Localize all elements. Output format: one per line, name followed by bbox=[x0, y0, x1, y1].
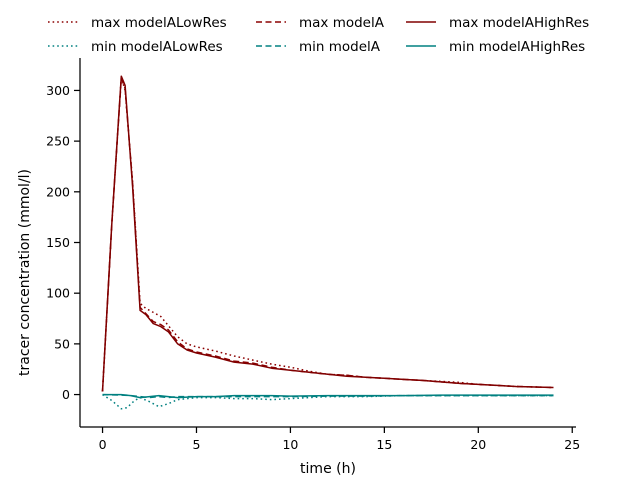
plot-area bbox=[101, 75, 554, 410]
legend: max modelALowRes min modelALowRes max mode… bbox=[48, 15, 589, 55]
y-tick-label: 0 bbox=[62, 387, 70, 402]
y-tick-label: 50 bbox=[54, 336, 70, 351]
x-tick-label: 5 bbox=[193, 437, 201, 452]
y-ticks: 0 50 100 150 200 250 300 bbox=[46, 83, 80, 402]
legend-label: max modelA bbox=[299, 15, 385, 31]
series-line bbox=[102, 393, 554, 410]
series-line bbox=[101, 75, 554, 392]
y-tick-label: 200 bbox=[46, 184, 70, 199]
legend-label: min modelAHighRes bbox=[449, 39, 585, 55]
legend-label: max modelALowRes bbox=[91, 15, 227, 31]
y-tick-label: 100 bbox=[46, 286, 70, 301]
x-tick-label: 15 bbox=[376, 437, 392, 452]
series-line bbox=[102, 393, 554, 399]
legend-label: max modelAHighRes bbox=[449, 15, 589, 31]
y-tick-label: 300 bbox=[46, 83, 70, 98]
x-tick-label: 0 bbox=[99, 437, 107, 452]
series-line bbox=[101, 76, 554, 392]
x-tick-label: 20 bbox=[470, 437, 486, 452]
y-tick-label: 150 bbox=[46, 235, 70, 250]
x-tick-label: 10 bbox=[282, 437, 298, 452]
legend-label: min modelALowRes bbox=[91, 39, 223, 55]
series-line bbox=[101, 77, 554, 392]
legend-label: min modelA bbox=[299, 39, 381, 55]
x-tick-label: 25 bbox=[564, 437, 580, 452]
x-axis-label: time (h) bbox=[300, 461, 356, 477]
axes: 0 5 10 15 20 25 0 50 100 150 200 250 300 time (h) t… bbox=[17, 58, 580, 477]
y-axis-label: tracer concentration (mmol/l) bbox=[17, 169, 33, 376]
y-tick-label: 250 bbox=[46, 134, 70, 149]
x-ticks: 0 5 10 15 20 25 bbox=[99, 427, 580, 452]
